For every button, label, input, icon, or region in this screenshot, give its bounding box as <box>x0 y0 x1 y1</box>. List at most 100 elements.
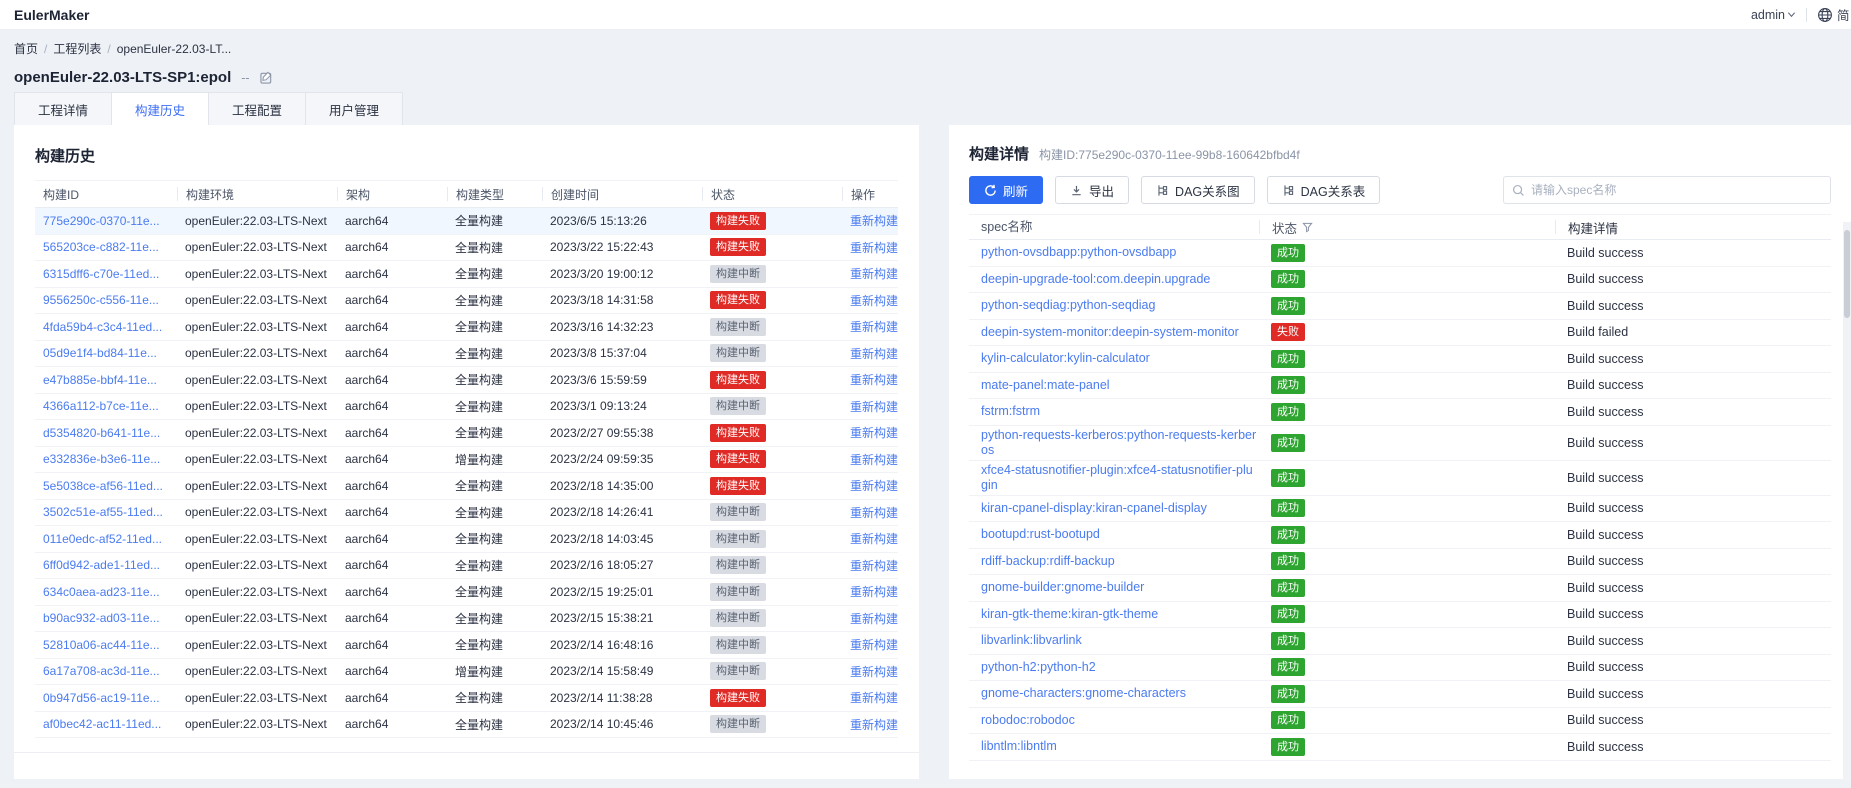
build-id-link[interactable]: 52810a06-ac44-11e... <box>43 637 160 652</box>
build-history-row[interactable]: 011e0edc-af52-11ed... openEuler:22.03-LT… <box>35 526 899 553</box>
build-id-link[interactable]: 0b947d56-ac19-11e... <box>43 690 160 705</box>
build-history-row[interactable]: 5e5038ce-af56-11ed... openEuler:22.03-LT… <box>35 473 899 500</box>
breadcrumb-home[interactable]: 首页 <box>14 42 39 56</box>
scrollbar-thumb[interactable] <box>1844 230 1850 318</box>
build-detail-row[interactable]: kiran-cpanel-display:kiran-cpanel-displa… <box>969 496 1831 522</box>
build-id-link[interactable]: 5e5038ce-af56-11ed... <box>43 478 163 493</box>
build-history-row[interactable]: 3502c51e-af55-11ed... openEuler:22.03-LT… <box>35 500 899 526</box>
spec-link[interactable]: bootupd:rust-bootupd <box>981 527 1100 542</box>
build-id-link[interactable]: 4fda59b4-c3c4-11ed... <box>43 319 163 334</box>
build-detail-row[interactable]: mate-panel:mate-panel 成功 Build success <box>969 373 1831 399</box>
build-id-link[interactable]: 3502c51e-af55-11ed... <box>43 505 163 520</box>
spec-link[interactable]: fstrm:fstrm <box>981 404 1041 419</box>
build-detail-row[interactable]: rdiff-backup:rdiff-backup 成功 Build succe… <box>969 549 1831 575</box>
build-detail-row[interactable]: libvarlink:libvarlink 成功 Build success <box>969 628 1831 655</box>
build-id-link[interactable]: 9556250c-c556-11e... <box>43 293 159 308</box>
spec-link[interactable]: libvarlink:libvarlink <box>981 633 1082 648</box>
build-detail-row[interactable]: robodoc:robodoc 成功 Build success <box>969 708 1831 734</box>
col-status[interactable]: 状态 <box>1259 220 1555 236</box>
spec-link[interactable]: libntlm:libntlm <box>981 739 1057 754</box>
rebuild-link[interactable]: 重新构建 <box>850 320 899 335</box>
spec-search-input[interactable] <box>1531 183 1822 197</box>
build-detail-row[interactable]: gnome-characters:gnome-characters 成功 Bui… <box>969 681 1831 708</box>
build-id-link[interactable]: b90ac932-ad03-11e... <box>43 611 160 626</box>
spec-link[interactable]: python-seqdiag:python-seqdiag <box>981 298 1156 313</box>
spec-link[interactable]: python-requests-kerberos:python-requests… <box>981 427 1257 457</box>
build-id-link[interactable]: 6315dff6-c70e-11ed... <box>43 266 160 281</box>
build-id-link[interactable]: d5354820-b641-11e... <box>43 425 161 440</box>
rebuild-link[interactable]: 重新构建 <box>850 558 899 573</box>
build-history-row[interactable]: 634c0aea-ad23-11e... openEuler:22.03-LTS… <box>35 579 899 606</box>
build-history-row[interactable]: 775e290c-0370-11e... openEuler:22.03-LTS… <box>35 208 899 235</box>
build-history-row[interactable]: 6315dff6-c70e-11ed... openEuler:22.03-LT… <box>35 261 899 288</box>
spec-link[interactable]: xfce4-statusnotifier-plugin:xfce4-status… <box>981 462 1253 492</box>
build-detail-row[interactable]: deepin-upgrade-tool:com.deepin.upgrade 成… <box>969 267 1831 293</box>
rebuild-link[interactable]: 重新构建 <box>850 585 899 600</box>
dag-table-button[interactable]: DAG关系表 <box>1266 176 1381 204</box>
rebuild-link[interactable]: 重新构建 <box>850 611 899 626</box>
build-detail-row[interactable]: python-requests-kerberos:python-requests… <box>969 426 1831 461</box>
spec-link[interactable]: kylin-calculator:kylin-calculator <box>981 351 1150 366</box>
export-button[interactable]: 导出 <box>1055 176 1130 204</box>
build-history-row[interactable]: e47b885e-bbf4-11e... openEuler:22.03-LTS… <box>35 367 899 394</box>
spec-link[interactable]: robodoc:robodoc <box>981 712 1075 727</box>
build-detail-row[interactable]: libntlm:libntlm 成功 Build success <box>969 734 1831 761</box>
build-id-link[interactable]: 05d9e1f4-bd84-11e... <box>43 346 157 361</box>
build-history-row[interactable]: 6ff0d942-ade1-11ed... openEuler:22.03-LT… <box>35 553 899 579</box>
rebuild-link[interactable]: 重新构建 <box>850 426 899 441</box>
spec-link[interactable]: python-h2:python-h2 <box>981 659 1096 674</box>
build-detail-row[interactable]: xfce4-statusnotifier-plugin:xfce4-status… <box>969 461 1831 496</box>
spec-link[interactable]: mate-panel:mate-panel <box>981 377 1110 392</box>
build-history-row[interactable]: af0bec42-ac11-11ed... openEuler:22.03-LT… <box>35 712 899 738</box>
build-detail-row[interactable]: python-ovsdbapp:python-ovsdbapp 成功 Build… <box>969 240 1831 267</box>
edit-icon[interactable] <box>259 71 273 84</box>
build-detail-row[interactable]: deepin-system-monitor:deepin-system-moni… <box>969 320 1831 346</box>
spec-link[interactable]: gnome-characters:gnome-characters <box>981 686 1186 701</box>
spec-link[interactable]: rdiff-backup:rdiff-backup <box>981 553 1115 568</box>
build-detail-row[interactable]: kylin-calculator:kylin-calculator 成功 Bui… <box>969 346 1831 373</box>
build-history-row[interactable]: 4fda59b4-c3c4-11ed... openEuler:22.03-LT… <box>35 314 899 341</box>
refresh-button[interactable]: 刷新 <box>969 176 1044 204</box>
build-id-link[interactable]: 565203ce-c882-11e... <box>43 240 159 255</box>
rebuild-link[interactable]: 重新构建 <box>850 240 899 255</box>
build-history-row[interactable]: b90ac932-ad03-11e... openEuler:22.03-LTS… <box>35 606 899 632</box>
rebuild-link[interactable]: 重新构建 <box>850 267 899 282</box>
build-id-link[interactable]: 775e290c-0370-11e... <box>43 213 160 228</box>
build-history-row[interactable]: 565203ce-c882-11e... openEuler:22.03-LTS… <box>35 235 899 261</box>
build-history-row[interactable]: 0b947d56-ac19-11e... openEuler:22.03-LTS… <box>35 685 899 712</box>
build-detail-row[interactable]: python-h2:python-h2 成功 Build success <box>969 655 1831 681</box>
spec-link[interactable]: kiran-gtk-theme:kiran-gtk-theme <box>981 606 1159 621</box>
build-detail-row[interactable]: gnome-builder:gnome-builder 成功 Build suc… <box>969 575 1831 602</box>
build-detail-row[interactable]: python-seqdiag:python-seqdiag 成功 Build s… <box>969 293 1831 320</box>
build-history-row[interactable]: 52810a06-ac44-11e... openEuler:22.03-LTS… <box>35 632 899 659</box>
build-id-link[interactable]: 011e0edc-af52-11ed... <box>43 531 162 546</box>
build-history-row[interactable]: 9556250c-c556-11e... openEuler:22.03-LTS… <box>35 288 899 314</box>
tab-user-management[interactable]: 用户管理 <box>306 92 404 125</box>
rebuild-link[interactable]: 重新构建 <box>850 638 899 653</box>
spec-link[interactable]: deepin-upgrade-tool:com.deepin.upgrade <box>981 271 1211 286</box>
build-history-row[interactable]: d5354820-b641-11e... openEuler:22.03-LTS… <box>35 420 899 447</box>
build-id-link[interactable]: e47b885e-bbf4-11e... <box>43 372 157 387</box>
build-history-row[interactable]: e332836e-b3e6-11e... openEuler:22.03-LTS… <box>35 447 899 473</box>
spec-link[interactable]: python-ovsdbapp:python-ovsdbapp <box>981 245 1177 260</box>
build-detail-row[interactable]: fstrm:fstrm 成功 Build success <box>969 399 1831 426</box>
build-id-link[interactable]: e332836e-b3e6-11e... <box>43 452 161 467</box>
rebuild-link[interactable]: 重新构建 <box>850 293 899 308</box>
build-id-link[interactable]: 634c0aea-ad23-11e... <box>43 584 160 599</box>
build-detail-row[interactable]: kiran-gtk-theme:kiran-gtk-theme 成功 Build… <box>969 602 1831 628</box>
rebuild-link[interactable]: 重新构建 <box>850 479 899 494</box>
filter-icon[interactable] <box>1302 222 1313 233</box>
build-id-link[interactable]: 4366a112-b7ce-11e... <box>43 399 159 414</box>
dag-graph-button[interactable]: DAG关系图 <box>1141 176 1255 204</box>
rebuild-link[interactable]: 重新构建 <box>850 214 899 229</box>
build-history-row[interactable]: 4366a112-b7ce-11e... openEuler:22.03-LTS… <box>35 394 899 420</box>
spec-link[interactable]: deepin-system-monitor:deepin-system-moni… <box>981 324 1239 339</box>
spec-link[interactable]: gnome-builder:gnome-builder <box>981 580 1145 595</box>
language-switch[interactable]: 简 <box>1817 5 1851 24</box>
build-id-link[interactable]: 6a17a708-ac3d-11e... <box>43 664 160 679</box>
user-menu[interactable]: admin <box>1751 8 1796 22</box>
rebuild-link[interactable]: 重新构建 <box>850 452 899 467</box>
breadcrumb-project-list[interactable]: 工程列表 <box>53 42 102 56</box>
build-detail-row[interactable]: bootupd:rust-bootupd 成功 Build success <box>969 522 1831 549</box>
vertical-scrollbar[interactable] <box>1843 222 1851 782</box>
